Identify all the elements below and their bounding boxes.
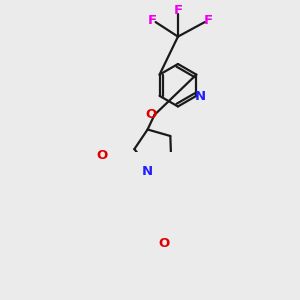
Text: N: N (195, 90, 206, 103)
Text: F: F (173, 4, 182, 16)
Text: N: N (142, 165, 153, 178)
Text: O: O (145, 107, 156, 121)
Text: O: O (97, 148, 108, 162)
Text: O: O (158, 237, 169, 250)
Text: F: F (204, 14, 213, 27)
Text: F: F (147, 14, 157, 27)
